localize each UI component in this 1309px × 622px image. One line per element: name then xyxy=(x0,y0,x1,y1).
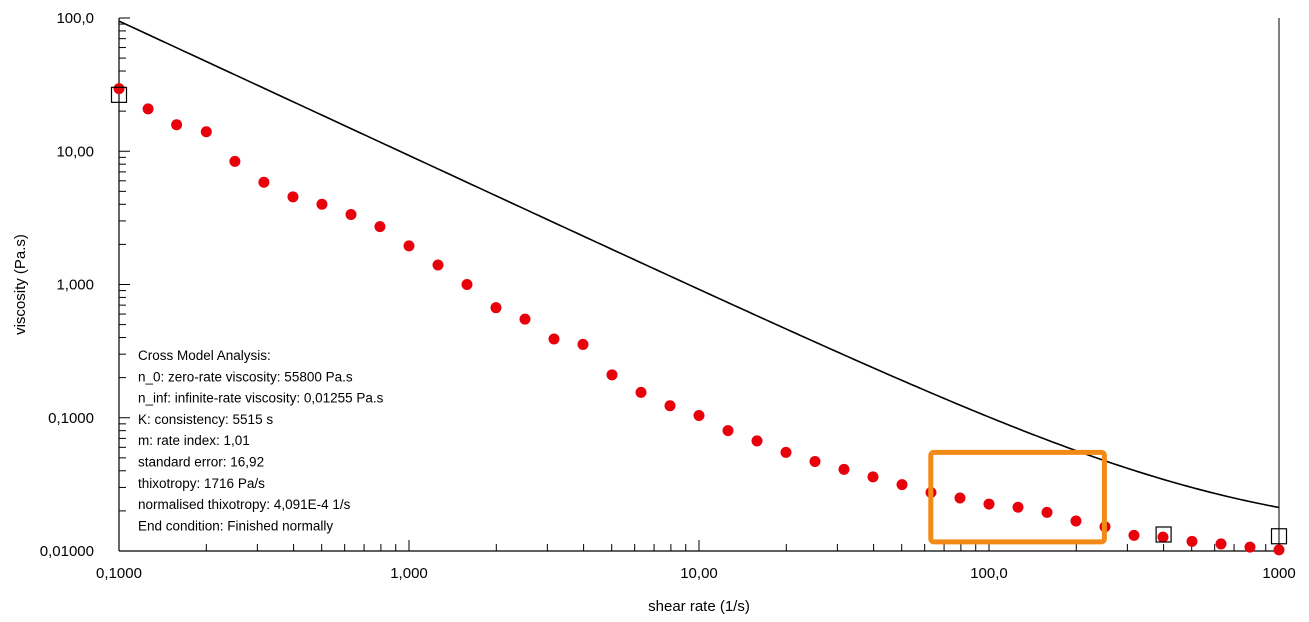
data-point xyxy=(867,471,879,483)
data-point xyxy=(983,498,995,510)
data-point xyxy=(258,176,270,188)
x-tick-label: 100,0 xyxy=(970,565,1008,582)
x-tick-label: 1000 xyxy=(1262,565,1295,582)
annotation-line: standard error: 16,92 xyxy=(138,455,264,470)
annotation-line: n_0: zero-rate viscosity: 55800 Pa.s xyxy=(138,369,353,384)
data-point xyxy=(780,446,792,458)
y-tick-label: 1,000 xyxy=(56,277,94,294)
data-point xyxy=(1186,535,1198,547)
data-point xyxy=(229,155,241,167)
data-point xyxy=(635,386,647,398)
data-point xyxy=(316,198,328,210)
annotation-line: normalised thixotropy: 4,091E-4 1/s xyxy=(138,497,351,512)
data-point xyxy=(1215,538,1227,550)
y-tick-label: 10,00 xyxy=(56,143,94,160)
highlight-box xyxy=(928,449,1107,545)
data-point xyxy=(1157,531,1169,543)
data-point xyxy=(896,479,908,491)
data-point xyxy=(548,333,560,345)
data-point xyxy=(519,313,531,325)
annotation-line: n_inf: infinite-rate viscosity: 0,01255 … xyxy=(138,391,384,406)
cross-model-fit-line xyxy=(118,20,1280,509)
annotation-line: Cross Model Analysis: xyxy=(138,348,271,363)
y-tick-label: 0,1000 xyxy=(48,410,94,427)
data-point xyxy=(838,463,850,475)
data-point xyxy=(606,369,618,381)
data-point xyxy=(1070,515,1082,527)
data-point xyxy=(1041,506,1053,518)
data-point xyxy=(432,259,444,271)
data-point xyxy=(751,435,763,447)
data-point xyxy=(1244,541,1256,553)
data-point xyxy=(1012,501,1024,513)
x-tick-label: 10,00 xyxy=(680,565,718,582)
annotation-line: K: consistency: 5515 s xyxy=(138,412,273,427)
x-tick-label: 1,000 xyxy=(390,565,428,582)
data-point xyxy=(693,409,705,421)
data-point xyxy=(1273,544,1285,556)
data-point xyxy=(1128,529,1140,541)
data-point xyxy=(200,126,212,138)
square-marker xyxy=(1270,528,1288,545)
data-point xyxy=(664,400,676,412)
data-point xyxy=(345,209,357,221)
data-point xyxy=(461,279,473,290)
data-point xyxy=(577,338,589,350)
annotation-line: m: rate index: 1,01 xyxy=(138,433,250,448)
annotation-line: thixotropy: 1716 Pa/s xyxy=(138,476,265,491)
data-point xyxy=(142,103,154,115)
data-point xyxy=(954,492,966,504)
data-point xyxy=(490,302,502,314)
square-marker xyxy=(1155,526,1172,543)
x-tick-label: 0,1000 xyxy=(96,565,142,582)
data-point xyxy=(287,191,299,203)
data-point xyxy=(113,83,125,95)
data-point xyxy=(722,425,734,437)
data-point xyxy=(809,455,821,467)
square-marker xyxy=(110,86,128,103)
y-tick-label: 100,0 xyxy=(56,10,94,27)
x-axis-title: shear rate (1/s) xyxy=(648,598,750,615)
data-point xyxy=(171,119,183,131)
data-point xyxy=(403,240,415,252)
y-tick-label: 0,01000 xyxy=(40,543,94,560)
annotation-line: End condition: Finished normally xyxy=(138,518,333,533)
y-axis-title: viscosity (Pa.s) xyxy=(12,234,29,335)
data-point xyxy=(374,221,386,233)
